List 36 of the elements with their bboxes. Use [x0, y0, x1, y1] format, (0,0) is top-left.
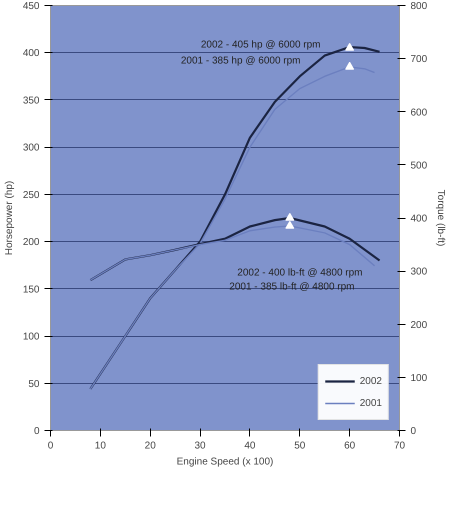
- y2-tick-label: 600: [410, 107, 428, 118]
- annotation: 2001 - 385 lb-ft @ 4800 rpm: [229, 282, 355, 292]
- x-tick-label: 20: [144, 440, 156, 452]
- y2-tick-label: 500: [410, 160, 428, 172]
- y-tick-label: 400: [22, 48, 40, 60]
- annotation: 2001 - 385 hp @ 6000 rpm: [180, 56, 301, 66]
- y-tick-label: 200: [22, 237, 40, 248]
- x-axis-title: Engine Speed (x 100): [176, 456, 274, 468]
- legend-label: 2002: [360, 376, 382, 386]
- y-tick-label: 0: [34, 426, 40, 437]
- y-tick-label: 150: [22, 284, 40, 296]
- legend-label: 2001: [360, 398, 382, 408]
- y-tick-label: 250: [22, 190, 40, 201]
- annotation: 2002 - 405 hp @ 6000 rpm: [200, 40, 321, 50]
- x-tick-label: 40: [244, 440, 256, 452]
- x-tick-label: 30: [194, 440, 206, 452]
- y-tick-label: 50: [28, 378, 40, 390]
- y2-tick-label: 400: [410, 214, 428, 224]
- y-tick-label: 300: [22, 142, 40, 154]
- y2-tick-label: 800: [410, 1, 428, 12]
- x-tick-label: 10: [94, 440, 106, 452]
- y2-axis-title: Torque (lb-ft): [435, 190, 446, 246]
- y-tick-label: 450: [22, 1, 40, 12]
- y2-tick-label: 0: [410, 426, 416, 437]
- x-tick-label: 0: [48, 440, 54, 452]
- y-axis-title: Horsepower (hp): [4, 180, 15, 256]
- x-tick-label: 50: [294, 440, 306, 452]
- y-tick-label: 350: [22, 95, 40, 106]
- y-tick-label: 100: [22, 332, 40, 343]
- y2-tick-label: 700: [410, 54, 428, 66]
- x-tick-label: 60: [344, 440, 356, 452]
- annotation: 2002 - 400 lb-ft @ 4800 rpm: [237, 268, 363, 278]
- x-tick-label: 70: [394, 440, 406, 452]
- y2-tick-label: 200: [410, 320, 428, 331]
- y2-tick-label: 100: [410, 372, 428, 384]
- y2-tick-label: 300: [410, 266, 428, 278]
